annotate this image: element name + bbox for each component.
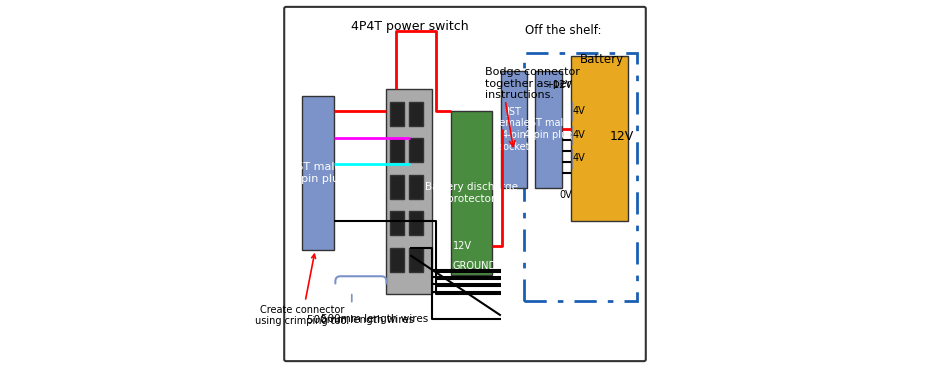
FancyBboxPatch shape bbox=[500, 71, 527, 188]
FancyBboxPatch shape bbox=[571, 56, 628, 220]
Text: 4V: 4V bbox=[573, 106, 586, 116]
Text: Bodge connector
together as per
instructions.: Bodge connector together as per instruct… bbox=[485, 67, 580, 100]
FancyBboxPatch shape bbox=[390, 175, 404, 199]
FancyBboxPatch shape bbox=[409, 102, 423, 125]
Text: 0V: 0V bbox=[559, 190, 572, 200]
FancyBboxPatch shape bbox=[451, 111, 492, 275]
Text: JST male
4-pin plug: JST male 4-pin plug bbox=[290, 162, 346, 184]
Text: Battery discharge
protector: Battery discharge protector bbox=[425, 182, 518, 204]
Text: JST
female
4-pin
socket: JST female 4-pin socket bbox=[498, 107, 531, 152]
Text: 4V: 4V bbox=[573, 153, 586, 163]
FancyBboxPatch shape bbox=[302, 96, 334, 250]
FancyBboxPatch shape bbox=[390, 211, 404, 235]
FancyBboxPatch shape bbox=[390, 102, 404, 125]
FancyBboxPatch shape bbox=[536, 71, 562, 188]
Text: 12V: 12V bbox=[609, 130, 633, 143]
FancyBboxPatch shape bbox=[409, 211, 423, 235]
FancyBboxPatch shape bbox=[390, 138, 404, 162]
Text: JST male
4-pin plug: JST male 4-pin plug bbox=[524, 118, 573, 140]
FancyBboxPatch shape bbox=[285, 7, 645, 361]
Text: 12V: 12V bbox=[453, 241, 472, 251]
Text: Off the shelf:: Off the shelf: bbox=[525, 24, 602, 37]
FancyBboxPatch shape bbox=[390, 248, 404, 272]
Text: Battery: Battery bbox=[580, 53, 624, 66]
Text: +12V: +12V bbox=[545, 80, 572, 91]
Text: Create connector
using crimping tool: Create connector using crimping tool bbox=[256, 254, 350, 326]
FancyBboxPatch shape bbox=[409, 248, 423, 272]
FancyBboxPatch shape bbox=[387, 89, 432, 294]
FancyBboxPatch shape bbox=[409, 138, 423, 162]
Text: 500mm length wires: 500mm length wires bbox=[321, 314, 428, 323]
Text: GROUND: GROUND bbox=[453, 261, 497, 271]
FancyBboxPatch shape bbox=[409, 175, 423, 199]
Text: 4P4T power switch: 4P4T power switch bbox=[351, 21, 469, 33]
Text: 500mm length wires: 500mm length wires bbox=[307, 315, 415, 325]
Text: 4V: 4V bbox=[573, 130, 586, 140]
